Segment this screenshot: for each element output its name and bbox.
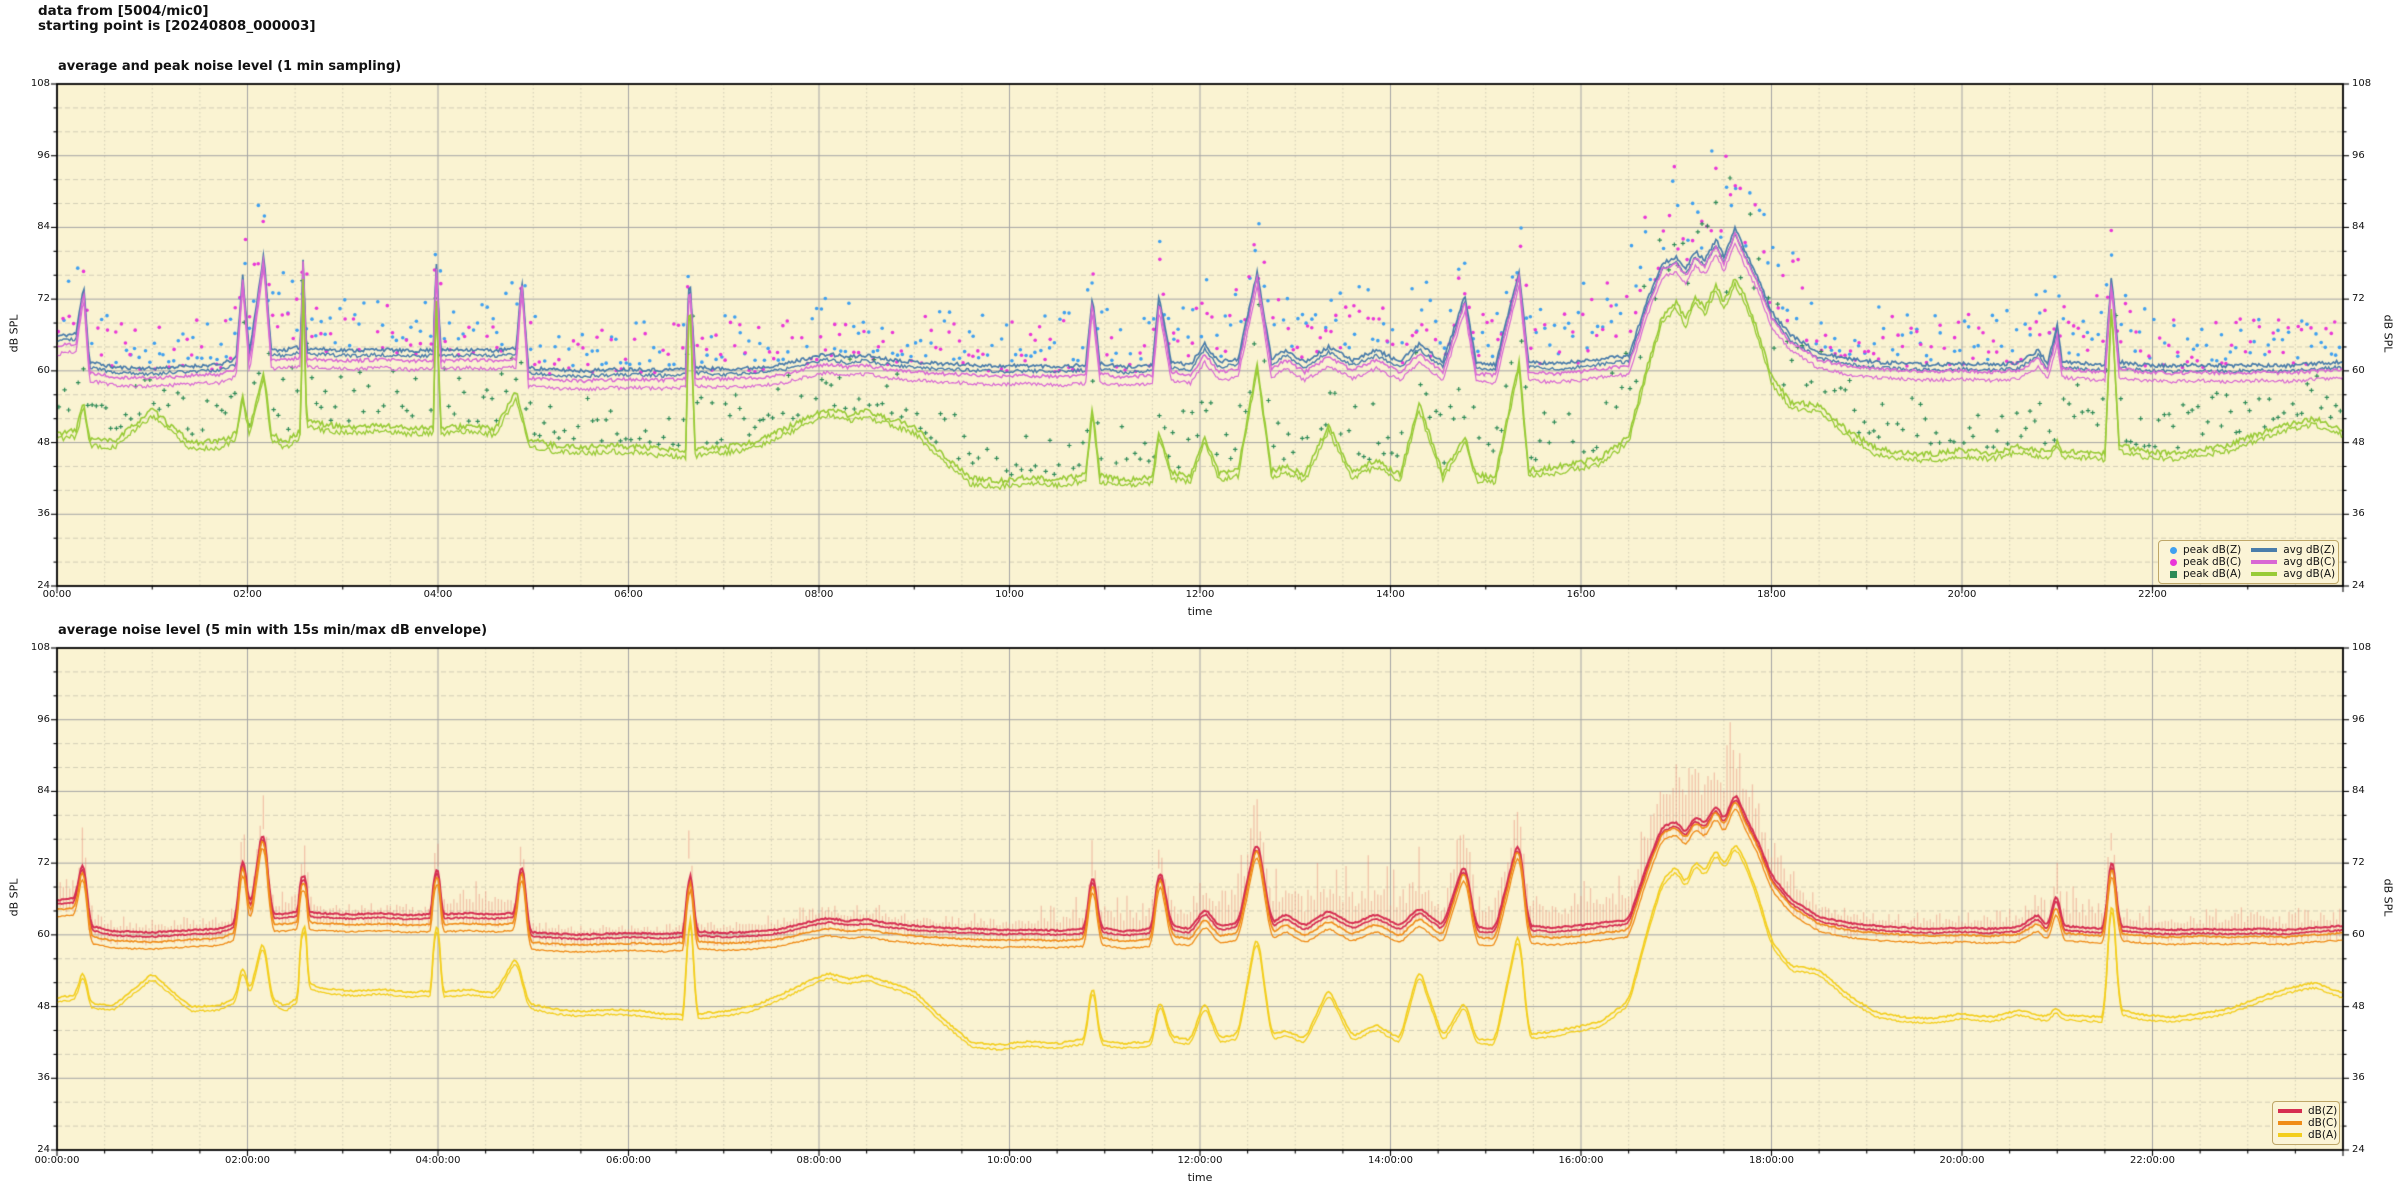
x-tick-label: 08:00:00 [796, 1155, 842, 1166]
legend-line-swatch [2251, 560, 2278, 564]
chart1-title: average and peak noise level (1 min samp… [58, 59, 402, 74]
legend-row: dB(C) [2278, 1117, 2338, 1129]
y-tick-label-left: 84 [37, 785, 50, 797]
x-tick-label: 20:00:00 [1939, 1155, 1985, 1166]
x-tick-label: 12:00 [1185, 589, 1215, 600]
chart2-xaxis-label: time [1187, 1171, 1213, 1184]
x-tick-label: 12:00:00 [1177, 1155, 1223, 1166]
y-tick-label-left: 84 [37, 221, 50, 233]
legend-row: peak dB(C) avg dB(C) [2164, 556, 2336, 568]
legend-label: avg dB(Z) [2283, 544, 2336, 556]
chart2-yaxis-label-right: dB SPL [2381, 878, 2395, 917]
x-tick-label: 06:00:00 [606, 1155, 651, 1166]
x-tick-label: 20:00 [1947, 589, 1977, 600]
header-data-source: data from [5004/mic0] [38, 3, 209, 19]
legend-row: peak dB(Z) avg dB(Z) [2164, 544, 2336, 556]
y-tick-label-left: 36 [37, 1072, 50, 1084]
x-tick-label: 04:00 [423, 589, 453, 600]
x-tick-label: 02:00:00 [225, 1155, 270, 1166]
y-tick-label-left: 48 [37, 1000, 50, 1012]
legend-marker-swatch [2170, 558, 2177, 566]
y-tick-label-left: 24 [37, 580, 50, 591]
legend-line-swatch [2278, 1109, 2302, 1113]
legend-row: dB(Z) [2278, 1105, 2338, 1117]
y-tick-label-right: 36 [2352, 1072, 2365, 1084]
legend-marker-swatch [2170, 546, 2177, 554]
chart2-yaxis-label-left: dB SPL [7, 878, 21, 917]
y-tick-label-right: 24 [2352, 1144, 2365, 1155]
x-tick-label: 00:00:00 [34, 1155, 80, 1166]
y-tick-label-left: 24 [37, 1144, 50, 1155]
legend-line-swatch [2251, 548, 2278, 552]
y-tick-label-right: 72 [2352, 857, 2365, 869]
y-tick-label-left: 108 [30, 642, 50, 653]
legend-line-swatch [2278, 1133, 2302, 1137]
y-tick-label-right: 24 [2352, 580, 2365, 591]
y-tick-label-right: 72 [2352, 293, 2365, 305]
y-tick-label-right: 60 [2352, 928, 2365, 940]
y-tick-label-left: 72 [37, 293, 50, 305]
legend-row: dB(A) [2278, 1129, 2338, 1141]
header-starting-point: starting point is [20240808_000003] [38, 18, 316, 34]
chart1-xaxis-label: time [1187, 605, 1213, 618]
legend-line-swatch [2278, 1121, 2302, 1125]
legend-line-swatch [2251, 572, 2278, 576]
y-tick-label-left: 60 [37, 364, 50, 376]
y-tick-label-right: 96 [2352, 713, 2365, 725]
y-tick-label-left: 48 [37, 436, 50, 448]
legend-label: peak dB(A) [2183, 568, 2242, 580]
x-tick-label: 16:00 [1566, 589, 1596, 600]
x-tick-label: 18:00 [1757, 589, 1786, 600]
x-tick-label: 16:00:00 [1558, 1155, 1604, 1166]
x-tick-label: 22:00:00 [2130, 1155, 2175, 1166]
x-tick-label: 06:00 [614, 589, 643, 600]
legend-label: dB(C) [2308, 1117, 2338, 1129]
chart1-yaxis-label-left: dB SPL [7, 314, 21, 353]
legend-label: peak dB(Z) [2183, 544, 2242, 556]
chart2-title: average noise level (5 min with 15s min/… [58, 623, 488, 638]
x-tick-label: 14:00:00 [1368, 1155, 1413, 1166]
chart1-yaxis-label-right: dB SPL [2381, 314, 2395, 353]
y-tick-label-right: 48 [2352, 436, 2365, 448]
legend-row: peak dB(A) avg dB(A) [2164, 568, 2336, 580]
legend-label: avg dB(A) [2283, 568, 2336, 580]
legend-label: peak dB(C) [2183, 556, 2242, 568]
legend-label: avg dB(C) [2283, 556, 2336, 568]
y-tick-label-right: 84 [2352, 221, 2365, 233]
chart1-legend: peak dB(Z) avg dB(Z) peak dB(C) avg dB(C) pe… [2158, 540, 2339, 584]
y-tick-label-right: 96 [2352, 149, 2365, 161]
x-tick-label: 14:00 [1376, 589, 1405, 600]
legend-label: dB(A) [2308, 1129, 2338, 1141]
y-tick-label-left: 36 [37, 508, 50, 520]
y-tick-label-right: 108 [2352, 78, 2372, 89]
x-tick-label: 08:00 [804, 589, 834, 600]
x-tick-label: 00:00 [42, 589, 72, 600]
y-tick-label-left: 96 [37, 149, 50, 161]
y-tick-label-left: 96 [37, 713, 50, 725]
x-tick-label: 04:00:00 [415, 1155, 461, 1166]
y-tick-label-right: 108 [2352, 642, 2372, 653]
x-tick-label: 02:00 [233, 589, 262, 600]
y-tick-label-left: 72 [37, 857, 50, 869]
x-tick-label: 22:00 [2138, 589, 2167, 600]
x-tick-label: 10:00 [995, 589, 1024, 600]
y-tick-label-right: 60 [2352, 364, 2365, 376]
legend-label: dB(Z) [2308, 1105, 2338, 1117]
x-tick-label: 18:00:00 [1749, 1155, 1794, 1166]
chart2-legend: dB(Z) dB(C) dB(A) [2272, 1101, 2340, 1145]
y-tick-label-left: 108 [30, 78, 50, 89]
y-tick-label-right: 84 [2352, 785, 2365, 797]
y-tick-label-right: 48 [2352, 1000, 2365, 1012]
y-tick-label-left: 60 [37, 928, 50, 940]
y-tick-label-right: 36 [2352, 508, 2365, 520]
legend-marker-swatch [2170, 570, 2177, 578]
x-tick-label: 10:00:00 [987, 1155, 1032, 1166]
